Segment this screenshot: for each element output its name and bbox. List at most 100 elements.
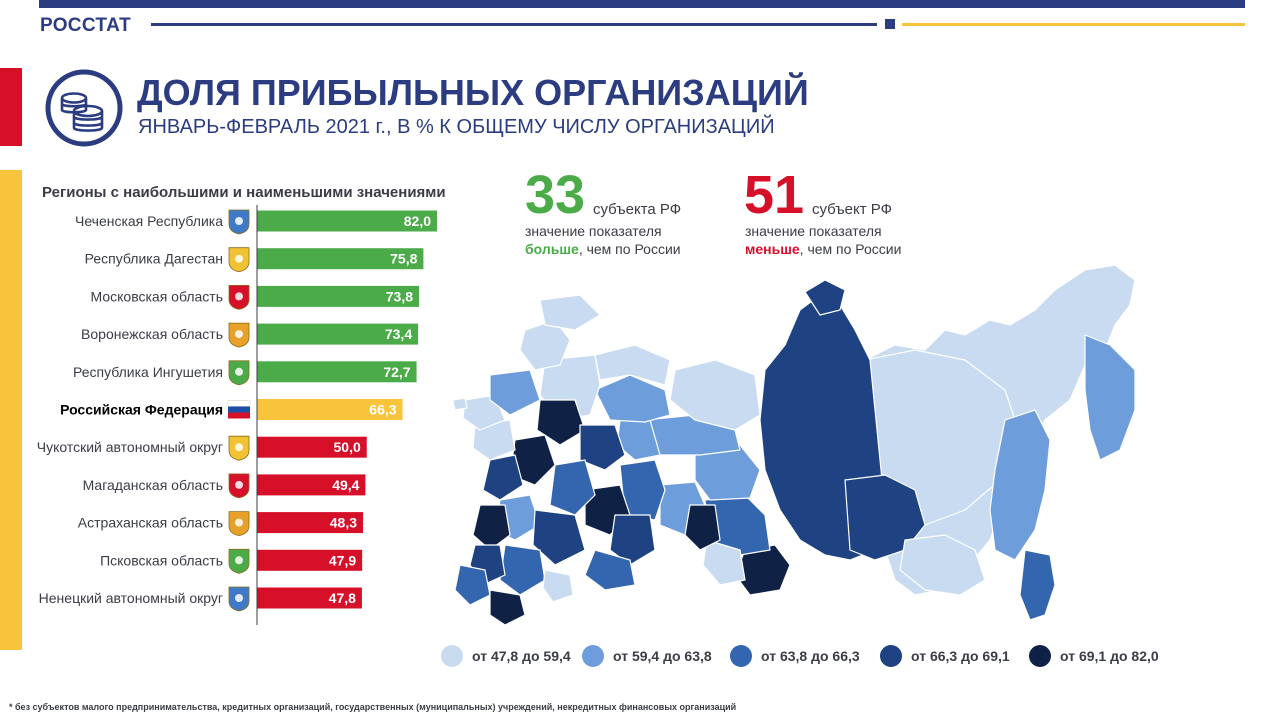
bar-3 (257, 285, 419, 307)
stat-less-compare: меньше, чем по России (745, 241, 901, 257)
header-rule (151, 23, 877, 26)
map-region-murmansk (539, 294, 601, 331)
map-region-khabarovsk (989, 409, 1051, 561)
map-region-nenets (594, 344, 671, 386)
map-region-leningrad (489, 369, 541, 416)
bar-5 (257, 361, 417, 383)
header-rule-square (885, 19, 895, 29)
category-label-9: Астраханская область (78, 515, 223, 531)
category-label-6: Российская Федерация (60, 402, 223, 418)
bar-value-label-4: 73,4 (385, 326, 412, 342)
map-region-voronezh (472, 504, 511, 551)
side-accent-red (0, 68, 22, 146)
bar-4 (257, 323, 419, 345)
russia-regions-map (452, 264, 1136, 626)
bar-2 (257, 248, 424, 270)
map-region-kaliningrad (452, 397, 468, 411)
stat-less-number: 51 (744, 165, 805, 225)
bar-chart: 82,0 Чеченская Республика 75,8 Республика Д… (37, 205, 437, 625)
stat-more-number: 33 (525, 165, 586, 225)
category-label-10: Псковская область (100, 552, 223, 568)
map-region-orenburg (584, 549, 636, 591)
stat-more-line: значение показателя (525, 223, 662, 239)
ingushetia-emblem-icon (228, 360, 250, 386)
map-region-astrakhan (542, 569, 574, 603)
nenets-emblem-icon (228, 586, 250, 612)
category-label-3: Московская область (91, 288, 223, 304)
bar-value-label-7: 50,0 (334, 439, 361, 455)
page-subtitle: ЯНВАРЬ-ФЕВРАЛЬ 2021 г., В % К ОБЩЕМУ ЧИС… (138, 116, 775, 138)
legend-item-5: от 69,1 до 82,0 (1029, 644, 1159, 668)
stat-more-compare: больше, чем по России (525, 241, 681, 257)
voronezh-emblem-icon (228, 322, 250, 348)
category-label-2: Республика Дагестан (85, 251, 223, 267)
bar-9 (257, 512, 364, 534)
category-label-11: Ненецкий автономный округ (39, 590, 223, 606)
bar-8 (257, 474, 366, 496)
stat-less-unit: субъект РФ (812, 201, 892, 218)
stat-more-emph: больше (525, 241, 579, 257)
map-region-bashkortostan (609, 514, 656, 566)
category-label-4: Воронежская область (81, 326, 223, 342)
map-region-saratov (532, 509, 586, 566)
map-region-volga (549, 459, 596, 516)
bar-value-label-9: 48,3 (330, 515, 357, 531)
moscow-oblast-emblem-icon (228, 285, 250, 310)
bar-value-label-2: 75,8 (390, 251, 417, 267)
bar-value-label-8: 49,4 (332, 477, 359, 493)
category-label-8: Магаданская область (83, 477, 223, 493)
bar-value-label-1: 82,0 (404, 213, 431, 229)
stat-less-rest: , чем по России (799, 241, 902, 257)
header-rule-accent (902, 23, 1245, 26)
dagestan-emblem-icon (228, 247, 250, 273)
legend-label-3: от 63,8 до 66,3 (761, 648, 860, 664)
pskov-emblem-icon (228, 548, 250, 574)
page-title: ДОЛЯ ПРИБЫЛЬНЫХ ОРГАНИЗАЦИЙ (137, 72, 809, 113)
stat-less-emph: меньше (745, 241, 800, 257)
category-label-7: Чукотский автономный округ (37, 439, 223, 455)
map-region-taymyr (804, 279, 846, 316)
coins-stack-icon (45, 69, 123, 147)
bar-7 (257, 436, 367, 458)
map-region-tomsk (694, 444, 761, 501)
legend-label-4: от 66,3 до 69,1 (911, 648, 1010, 664)
chukotka-emblem-icon (228, 435, 250, 461)
legend-label-5: от 69,1 до 82,0 (1060, 648, 1159, 664)
map-region-kirov (579, 424, 626, 471)
legend-swatch-2 (582, 645, 604, 667)
stat-more-rest: , чем по России (578, 241, 681, 257)
bar-value-label-5: 72,7 (383, 364, 410, 380)
map-region-tyumen (684, 504, 721, 551)
map-region-yamal (669, 359, 761, 431)
brand-logo-text: РОССТАТ (40, 15, 132, 36)
legend-item-4: от 66,3 до 69,1 (880, 644, 1010, 668)
map-region-krasnodar (454, 564, 491, 606)
map-region-caucasus (489, 589, 526, 626)
legend-label-2: от 59,4 до 63,8 (613, 648, 712, 664)
legend-swatch-3 (730, 645, 752, 667)
legend-label-1: от 47,8 до 59,4 (472, 648, 571, 664)
bar-value-label-3: 73,8 (386, 288, 413, 304)
bar-6 (257, 399, 403, 420)
footnote: * без субъектов малого предпринимательст… (9, 702, 737, 712)
legend-swatch-5 (1029, 645, 1051, 667)
category-label-5: Республика Ингушетия (73, 364, 223, 380)
map-region-altai (702, 539, 746, 586)
legend-swatch-4 (880, 645, 902, 667)
chart-title: Регионы с наибольшими и наименьшими знач… (42, 184, 446, 201)
stat-more-unit: субъекта РФ (593, 201, 682, 218)
bar-value-label-10: 47,9 (329, 552, 356, 568)
magadan-emblem-icon (228, 473, 250, 499)
bar-1 (257, 210, 437, 232)
legend-item-3: от 63,8 до 66,3 (730, 644, 860, 668)
map-region-kamchatka (1084, 334, 1136, 461)
bar-value-label-6: 66,3 (369, 402, 396, 418)
category-label-1: Чеченская Республика (75, 213, 223, 229)
stat-less-line: значение показателя (745, 223, 882, 239)
legend-swatch-1 (441, 645, 463, 667)
bar-value-label-11: 47,8 (329, 590, 356, 606)
map-region-volgograd (499, 544, 546, 596)
bar-11 (257, 587, 362, 609)
legend-item-1: от 47,8 до 59,4 (441, 644, 571, 668)
map-region-central-1 (482, 454, 524, 501)
